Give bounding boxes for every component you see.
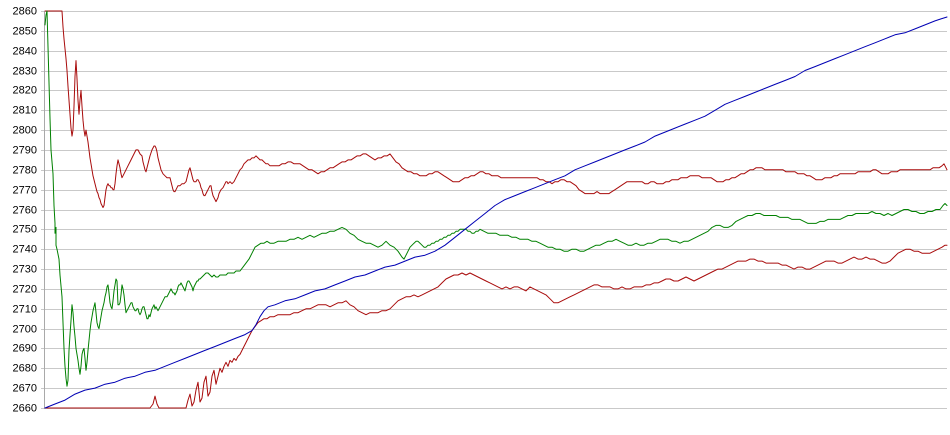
y-axis-label: 2800	[13, 125, 37, 137]
y-axis-label: 2780	[13, 165, 37, 177]
y-axis-label: 2860	[13, 6, 37, 18]
y-axis-label: 2660	[13, 403, 37, 415]
y-axis-label: 2760	[13, 205, 37, 217]
y-axis-label: 2770	[13, 185, 37, 197]
y-axis-label: 2670	[13, 383, 37, 395]
y-axis-label: 2830	[13, 66, 37, 78]
y-axis-label: 2730	[13, 264, 37, 276]
y-axis-label: 2840	[13, 46, 37, 58]
y-axis-label: 2820	[13, 85, 37, 97]
y-axis-label: 2720	[13, 284, 37, 296]
series-line-upper-red-line	[44, 10, 948, 208]
series-line-green-line	[44, 10, 948, 387]
y-axis-label: 2790	[13, 145, 37, 157]
y-axis-label: 2810	[13, 105, 37, 117]
y-axis-label: 2710	[13, 304, 37, 316]
y-axis-label: 2680	[13, 363, 37, 375]
y-axis-label: 2850	[13, 26, 37, 38]
y-axis-label: 2700	[13, 324, 37, 336]
series-line-ascending-blue-line	[44, 16, 948, 409]
y-axis-label: 2740	[13, 244, 37, 256]
y-axis-label: 2750	[13, 224, 37, 236]
series-line-lower-red-line	[44, 244, 948, 409]
y-axis-label: 2690	[13, 343, 37, 355]
